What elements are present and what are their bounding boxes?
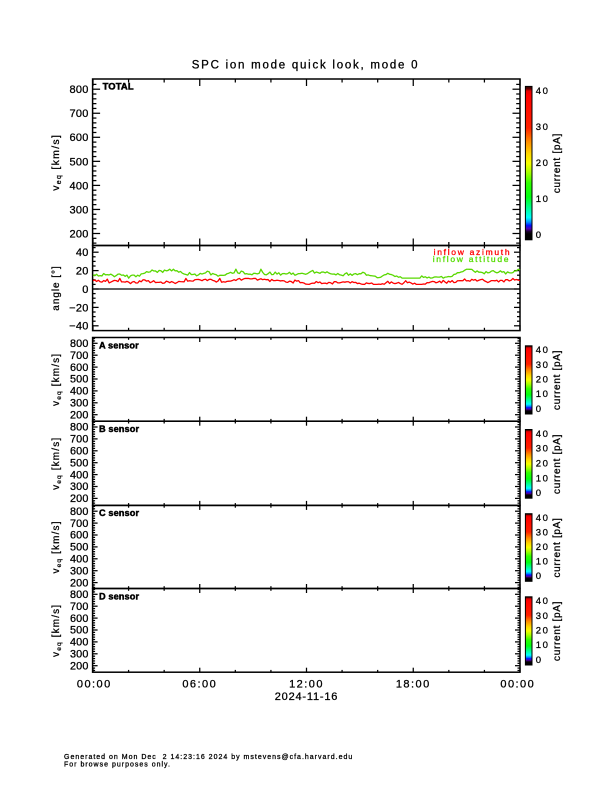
- svg-text:30: 30: [536, 444, 550, 455]
- svg-text:30: 30: [536, 611, 550, 622]
- svg-text:200: 200: [70, 660, 89, 672]
- svg-text:10: 10: [536, 557, 550, 568]
- svg-text:700: 700: [70, 350, 89, 362]
- svg-text:200: 200: [70, 577, 89, 589]
- svg-text:20: 20: [536, 542, 550, 553]
- svg-text:700: 700: [70, 434, 89, 446]
- svg-text:500: 500: [70, 374, 89, 386]
- svg-text:A sensor: A sensor: [99, 340, 139, 350]
- svg-text:800: 800: [70, 506, 89, 518]
- svg-text:40: 40: [536, 513, 550, 524]
- svg-text:2024-11-16: 2024-11-16: [275, 691, 338, 703]
- svg-text:200: 200: [70, 409, 89, 421]
- svg-text:300: 300: [70, 649, 89, 661]
- svg-text:20: 20: [536, 375, 550, 386]
- svg-text:Generated on Mon Dec 2 14:23:: Generated on Mon Dec 2 14:23:16 2024 by …: [64, 754, 353, 761]
- svg-text:10: 10: [536, 389, 550, 400]
- svg-text:200: 200: [70, 493, 89, 505]
- svg-text:C sensor: C sensor: [99, 508, 139, 518]
- svg-text:400: 400: [70, 554, 89, 566]
- svg-text:500: 500: [69, 156, 88, 168]
- svg-text:D sensor: D sensor: [99, 591, 139, 601]
- svg-text:800: 800: [70, 589, 89, 601]
- svg-text:For browse purposes only.: For browse purposes only.: [64, 762, 171, 769]
- svg-text:600: 600: [70, 530, 89, 542]
- svg-text:700: 700: [70, 601, 89, 613]
- svg-text:current [pA]: current [pA]: [552, 350, 563, 410]
- svg-text:angle [°]: angle [°]: [51, 265, 62, 310]
- svg-text:18:00: 18:00: [396, 679, 431, 691]
- svg-text:10: 10: [536, 194, 550, 205]
- svg-text:600: 600: [69, 132, 88, 144]
- svg-text:00:00: 00:00: [500, 679, 535, 691]
- svg-text:inflow attitude: inflow attitude: [433, 254, 510, 264]
- svg-text:600: 600: [70, 613, 89, 625]
- svg-text:400: 400: [69, 180, 88, 192]
- svg-text:current [pA]: current [pA]: [552, 434, 563, 494]
- svg-text:12:00: 12:00: [289, 679, 324, 691]
- svg-text:0: 0: [536, 404, 543, 415]
- svg-text:300: 300: [70, 565, 89, 577]
- svg-text:0: 0: [536, 230, 543, 241]
- svg-text:20: 20: [536, 626, 550, 637]
- svg-text:current [pA]: current [pA]: [552, 133, 563, 193]
- svg-text:00:00: 00:00: [77, 679, 112, 691]
- svg-text:0: 0: [536, 571, 543, 582]
- svg-text:current [pA]: current [pA]: [552, 517, 563, 577]
- svg-text:B sensor: B sensor: [99, 424, 139, 434]
- svg-text:inflow azimuth: inflow azimuth: [434, 247, 512, 257]
- svg-text:30: 30: [536, 528, 550, 539]
- svg-text:300: 300: [70, 398, 89, 410]
- svg-text:300: 300: [70, 481, 89, 493]
- svg-text:600: 600: [70, 362, 89, 374]
- svg-text:−40: −40: [69, 321, 88, 333]
- svg-text:veq [km/s]: veq [km/s]: [51, 437, 63, 490]
- svg-text:30: 30: [536, 360, 550, 371]
- svg-text:40: 40: [536, 345, 550, 356]
- svg-text:current [pA]: current [pA]: [552, 601, 563, 661]
- svg-text:800: 800: [70, 338, 89, 350]
- svg-text:20: 20: [76, 266, 89, 278]
- svg-text:TOTAL: TOTAL: [103, 81, 134, 92]
- svg-text:200: 200: [69, 228, 88, 240]
- svg-text:400: 400: [70, 469, 89, 481]
- svg-text:0: 0: [536, 488, 543, 499]
- svg-text:800: 800: [69, 84, 88, 96]
- svg-text:SPC ion mode quick look, mode: SPC ion mode quick look, mode 0: [192, 59, 419, 71]
- svg-text:40: 40: [536, 429, 550, 440]
- svg-text:600: 600: [70, 446, 89, 458]
- svg-text:−20: −20: [69, 302, 88, 314]
- svg-text:500: 500: [70, 542, 89, 554]
- svg-text:20: 20: [536, 158, 550, 169]
- svg-text:20: 20: [536, 459, 550, 470]
- svg-text:10: 10: [536, 640, 550, 651]
- svg-text:500: 500: [70, 625, 89, 637]
- svg-text:400: 400: [70, 637, 89, 649]
- svg-text:10: 10: [536, 473, 550, 484]
- svg-text:300: 300: [69, 204, 88, 216]
- svg-text:800: 800: [70, 422, 89, 434]
- svg-text:700: 700: [70, 518, 89, 530]
- svg-text:40: 40: [536, 596, 550, 607]
- svg-text:500: 500: [70, 457, 89, 469]
- svg-text:700: 700: [69, 108, 88, 120]
- svg-text:400: 400: [70, 386, 89, 398]
- svg-text:40: 40: [76, 247, 89, 259]
- svg-text:30: 30: [536, 122, 550, 133]
- svg-text:0: 0: [536, 655, 543, 666]
- svg-text:0: 0: [82, 284, 88, 296]
- svg-text:40: 40: [536, 86, 550, 97]
- svg-text:06:00: 06:00: [182, 679, 217, 691]
